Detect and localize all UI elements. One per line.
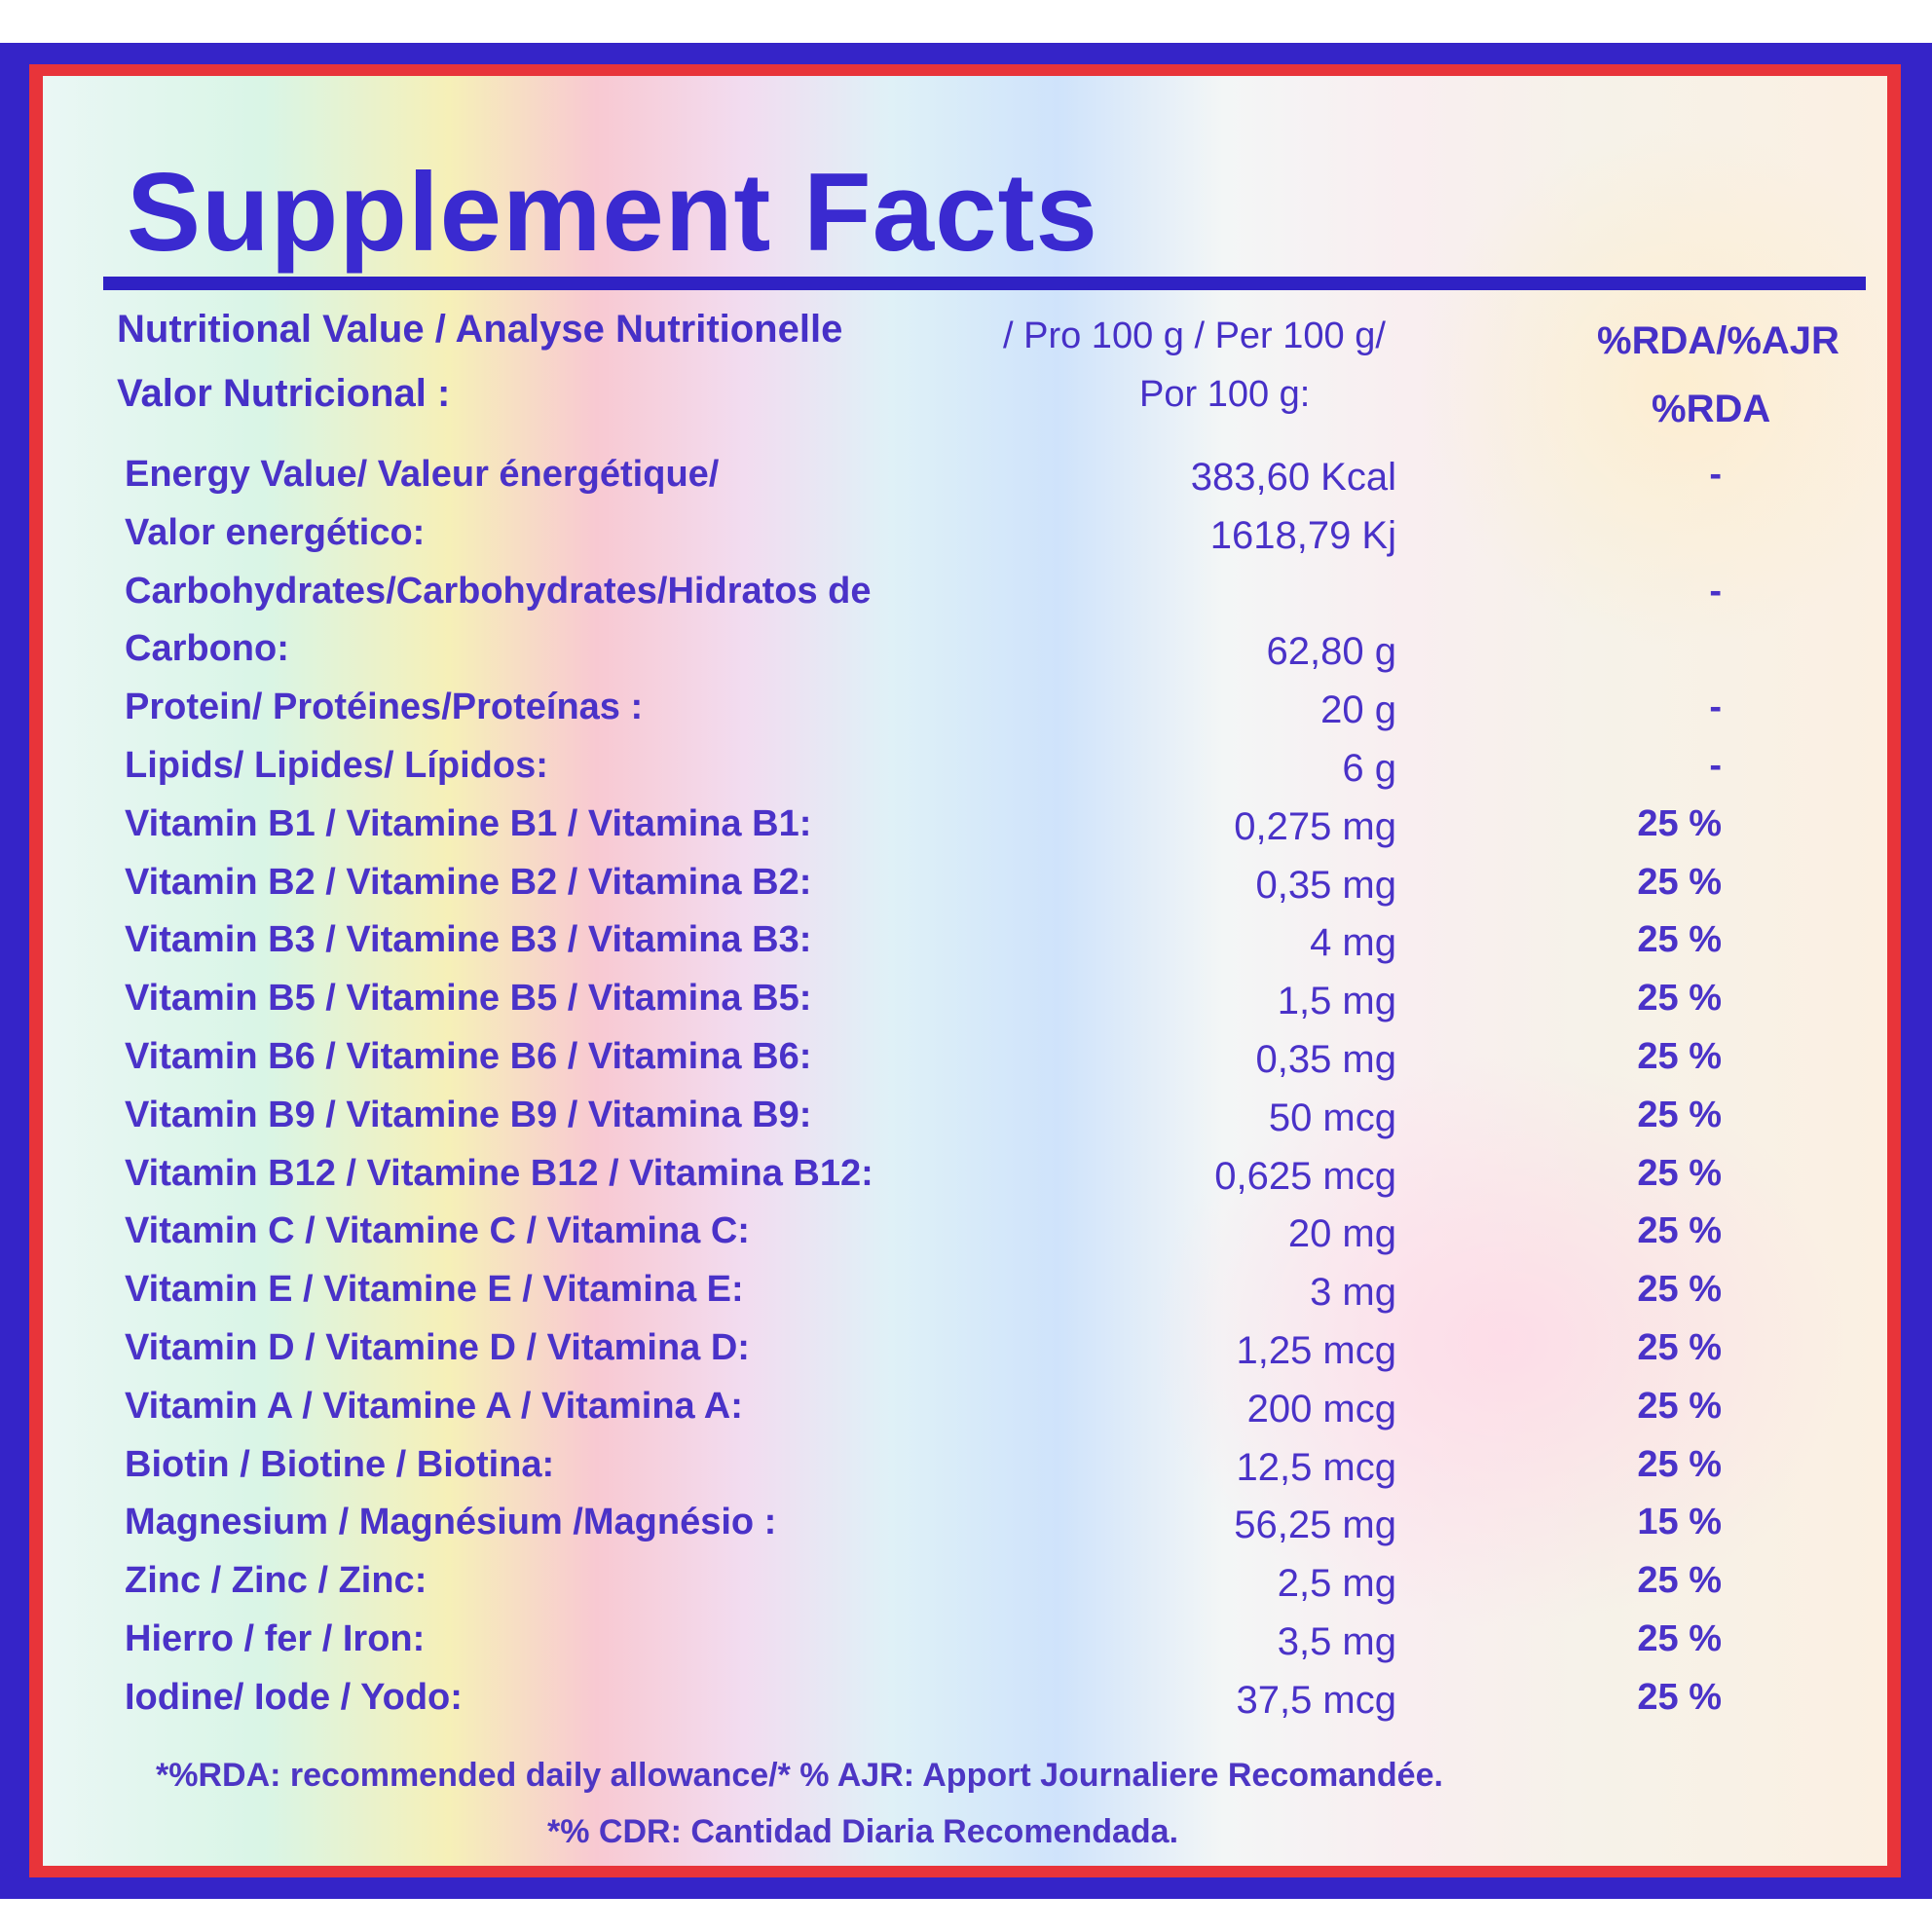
- nutrient-name: Vitamin B2 / Vitamine B2 / Vitamina B2:: [125, 861, 812, 903]
- nutrient-amount: 50 mcg: [1268, 1096, 1396, 1139]
- table-row: Vitamin D / Vitamine D / Vitamina D: 1,25…: [43, 1319, 1887, 1374]
- nutrient-rda: -: [1709, 745, 1722, 786]
- nutrient-rda: 25 %: [1637, 861, 1722, 903]
- table-row: Vitamin B9 / Vitamine B9 / Vitamina B9: 5…: [43, 1087, 1887, 1141]
- table-row: Vitamin B3 / Vitamine B3 / Vitamina B3: 4…: [43, 911, 1887, 966]
- nutrient-rda: 25 %: [1637, 1327, 1722, 1368]
- nutrient-amount: 383,60 Kcal: [1190, 456, 1396, 499]
- table-row: Vitamin C / Vitamine C / Vitamina C: 20 m…: [43, 1203, 1887, 1257]
- nutrient-amount: 37,5 mcg: [1236, 1678, 1396, 1722]
- nutrient-amount: 0,275 mg: [1234, 804, 1396, 848]
- table-row: Carbohydrates/Carbohydrates/Hidratos de -: [43, 563, 1887, 617]
- footnote-rda-ajr: *%RDA: recommended daily allowance/* % A…: [156, 1757, 1443, 1794]
- header-valor-nutricional: Valor Nutricional :: [117, 372, 451, 415]
- footnote-cdr: *% CDR: Cantidad Diaria Recomendada.: [547, 1813, 1179, 1850]
- nutrient-rda: 25 %: [1637, 1385, 1722, 1427]
- nutrient-name: Biotin / Biotine / Biotina:: [125, 1443, 555, 1485]
- table-row: Lipids/ Lipides/ Lípidos: 6 g -: [43, 737, 1887, 792]
- table-row: Zinc / Zinc / Zinc: 2,5 mg 25 %: [43, 1552, 1887, 1607]
- nutrient-amount: 0,35 mg: [1255, 1038, 1396, 1081]
- header-nutritional-value: Nutritional Value / Analyse Nutritionell…: [117, 308, 843, 351]
- nutrient-name: Zinc / Zinc / Zinc:: [125, 1560, 427, 1602]
- nutrient-rda: 25 %: [1637, 1618, 1722, 1659]
- table-row: Vitamin B6 / Vitamine B6 / Vitamina B6: 0…: [43, 1028, 1887, 1083]
- nutrient-amount: 1,5 mg: [1277, 980, 1396, 1023]
- nutrient-rda: 25 %: [1637, 1560, 1722, 1602]
- table-row: Energy Value/ Valeur énergétique/383,60 …: [43, 446, 1887, 501]
- nutrient-amount: 20 mg: [1287, 1212, 1396, 1256]
- nutrient-name: Carbohydrates/Carbohydrates/Hidratos de: [125, 570, 872, 612]
- nutrient-name: Magnesium / Magnésium /Magnésio :: [125, 1502, 777, 1543]
- nutrient-name: Vitamin B6 / Vitamine B6 / Vitamina B6:: [125, 1036, 812, 1077]
- nutrient-amount: 0,625 mcg: [1214, 1154, 1396, 1198]
- nutrient-name: Vitamin E / Vitamine E / Vitamina E:: [125, 1269, 744, 1311]
- nutrient-name: Carbono:: [125, 628, 289, 670]
- nutrient-name: Hierro / fer / Iron:: [125, 1618, 426, 1659]
- header-per-100g: / Pro 100 g / Per 100 g/: [1003, 316, 1386, 356]
- page-title: Supplement Facts: [127, 151, 1098, 275]
- nutrient-amount: 20 g: [1320, 688, 1396, 732]
- nutrient-name: Valor energético:: [125, 511, 426, 553]
- table-row: Vitamin B5 / Vitamine B5 / Vitamina B5: 1…: [43, 970, 1887, 1024]
- nutrient-rda: 25 %: [1637, 1676, 1722, 1718]
- table-row: Hierro / fer / Iron: 3,5 mg 25 %: [43, 1611, 1887, 1665]
- nutrient-amount: 62,80 g: [1266, 630, 1396, 674]
- table-row: Carbono: 62,80 g: [43, 620, 1887, 675]
- nutrient-rda: 25 %: [1637, 1094, 1722, 1135]
- nutrient-rda: 25 %: [1637, 978, 1722, 1020]
- nutrient-rda: 15 %: [1637, 1502, 1722, 1543]
- table-row: Vitamin B1 / Vitamine B1 / Vitamina B1: 0…: [43, 796, 1887, 850]
- nutrient-amount: 1618,79 Kj: [1209, 513, 1396, 557]
- title-divider: [103, 277, 1866, 290]
- nutrient-amount: 56,25 mg: [1234, 1504, 1396, 1547]
- nutrient-rda: 25 %: [1637, 1036, 1722, 1077]
- nutrient-rda: -: [1709, 687, 1722, 728]
- nutrient-rda: 25 %: [1637, 1210, 1722, 1252]
- nutrient-rda: 25 %: [1637, 1269, 1722, 1311]
- nutrient-name: Vitamin B9 / Vitamine B9 / Vitamina B9:: [125, 1094, 812, 1135]
- label-frame: Supplement Facts Nutritional Value / Ana…: [0, 43, 1932, 1899]
- label-red-border: Supplement Facts Nutritional Value / Ana…: [29, 64, 1901, 1877]
- nutrient-name: Vitamin B12 / Vitamine B12 / Vitamina B1…: [125, 1152, 873, 1194]
- header-por-100g: Por 100 g:: [1139, 374, 1311, 415]
- nutrient-amount: 200 mcg: [1246, 1387, 1396, 1430]
- nutrient-amount: 3,5 mg: [1277, 1620, 1396, 1663]
- header-rda: %RDA: [1652, 388, 1771, 430]
- table-row: Vitamin B2 / Vitamine B2 / Vitamina B2: 0…: [43, 854, 1887, 909]
- nutrient-name: Vitamin D / Vitamine D / Vitamina D:: [125, 1327, 750, 1368]
- table-row: Vitamin B12 / Vitamine B12 / Vitamina B1…: [43, 1145, 1887, 1200]
- nutrient-name: Lipids/ Lipides/ Lípidos:: [125, 745, 548, 786]
- nutrient-rda: 25 %: [1637, 919, 1722, 961]
- nutrient-amount: 4 mg: [1310, 921, 1396, 965]
- table-row: Magnesium / Magnésium /Magnésio : 56,25 m…: [43, 1494, 1887, 1548]
- table-row: Vitamin A / Vitamine A / Vitamina A: 200 …: [43, 1378, 1887, 1432]
- nutrient-name: Vitamin C / Vitamine C / Vitamina C:: [125, 1210, 750, 1252]
- nutrient-amount: 3 mg: [1310, 1271, 1396, 1315]
- nutrient-amount: 1,25 mcg: [1236, 1329, 1396, 1372]
- table-row: Iodine/ Iode / Yodo: 37,5 mcg 25 %: [43, 1669, 1887, 1724]
- nutrient-rda: 25 %: [1637, 1152, 1722, 1194]
- table-row: Biotin / Biotine / Biotina: 12,5 mcg 25 %: [43, 1436, 1887, 1491]
- nutrient-rda: -: [1709, 570, 1722, 612]
- nutrient-name: Vitamin B1 / Vitamine B1 / Vitamina B1:: [125, 802, 812, 844]
- header-rda-ajr: %RDA/%AJR: [1597, 319, 1839, 362]
- table-row: Valor energético: 1618,79 Kj: [43, 504, 1887, 559]
- nutrient-name: Protein/ Protéines/Proteínas :: [125, 687, 644, 728]
- nutrient-amount: 6 g: [1342, 747, 1396, 790]
- nutrient-rda: -: [1709, 454, 1722, 495]
- supplement-facts-panel: Supplement Facts Nutritional Value / Ana…: [43, 76, 1887, 1866]
- nutrient-rda: 25 %: [1637, 1443, 1722, 1485]
- nutrient-name: Vitamin B5 / Vitamine B5 / Vitamina B5:: [125, 978, 812, 1020]
- nutrient-name: Vitamin B3 / Vitamine B3 / Vitamina B3:: [125, 919, 812, 961]
- nutrient-amount: 0,35 mg: [1255, 863, 1396, 907]
- nutrient-amount: 12,5 mcg: [1236, 1445, 1396, 1489]
- nutrient-rda: 25 %: [1637, 802, 1722, 844]
- table-row: Protein/ Protéines/Proteínas : 20 g -: [43, 679, 1887, 733]
- nutrient-name: Vitamin A / Vitamine A / Vitamina A:: [125, 1385, 743, 1427]
- nutrient-name: Iodine/ Iode / Yodo:: [125, 1676, 463, 1718]
- table-row: Vitamin E / Vitamine E / Vitamina E: 3 mg…: [43, 1261, 1887, 1316]
- nutrient-name: Energy Value/ Valeur énergétique/: [125, 454, 720, 495]
- nutrient-amount: 2,5 mg: [1277, 1562, 1396, 1606]
